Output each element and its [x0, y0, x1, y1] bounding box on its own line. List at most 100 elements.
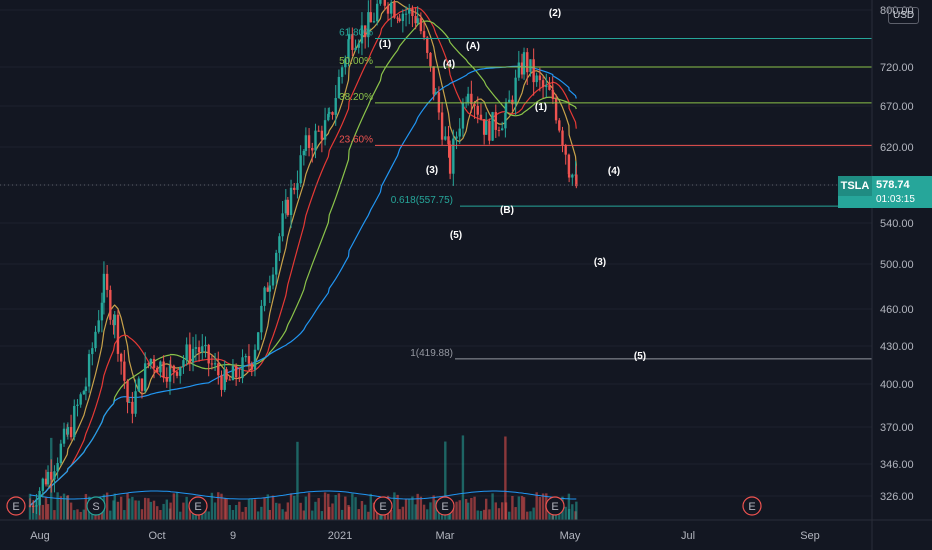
volume-bar	[76, 509, 79, 520]
volume-bar	[268, 509, 272, 520]
candle-body	[411, 8, 414, 17]
candle-body	[500, 128, 504, 131]
time-tick-label: 2021	[328, 530, 352, 542]
volume-bar	[357, 509, 360, 520]
candle-body	[204, 344, 207, 347]
candle-body	[123, 361, 126, 381]
volume-bar	[535, 492, 538, 520]
split-event-marker[interactable]	[86, 496, 106, 516]
candle-body	[35, 505, 38, 507]
volume-bar	[134, 500, 137, 520]
candle-body	[497, 129, 501, 131]
volume-bar	[473, 496, 476, 520]
earnings-event-marker[interactable]	[545, 496, 565, 516]
volume-bar	[393, 492, 396, 520]
volume-bar	[204, 506, 207, 520]
price-tick-label: 620.00	[880, 142, 914, 154]
currency-label[interactable]: USD	[888, 7, 920, 24]
volume-bar	[455, 501, 458, 520]
volume-bar	[567, 493, 571, 520]
price-tick-label: 460.00	[880, 304, 914, 316]
volume-bar	[514, 507, 517, 520]
volume-bar	[508, 511, 511, 520]
volume-bar	[112, 500, 115, 520]
earnings-event-marker[interactable]	[6, 496, 26, 516]
time-tick-label: May	[560, 530, 581, 542]
volume-bar	[575, 501, 578, 520]
volume-bar	[323, 492, 327, 520]
volume-bar	[250, 499, 253, 520]
volume-bar	[360, 501, 364, 520]
volume-bar	[169, 502, 172, 520]
candle-body	[482, 119, 486, 135]
time-axis[interactable]: Aug Oct 9 2021 Mar May Jul Sep	[0, 519, 932, 542]
volume-bar	[500, 502, 504, 520]
event-marker-letter: E	[379, 501, 386, 513]
price-tick-label: 326.00	[880, 491, 914, 503]
volume-bar	[504, 502, 508, 520]
earnings-event-marker[interactable]	[188, 496, 208, 516]
volume-bar	[289, 493, 293, 520]
candle-body	[461, 102, 465, 129]
volume-bar	[401, 506, 405, 520]
volume-bar	[520, 495, 524, 520]
candle-body	[434, 92, 437, 95]
volume-bar	[571, 504, 574, 520]
ma-mid-line	[29, 6, 577, 507]
candle-body	[328, 112, 331, 114]
volume-bar	[429, 502, 432, 520]
candle-body	[414, 16, 417, 24]
candle-body	[82, 391, 86, 395]
candle-body	[169, 364, 172, 366]
volume-bar	[123, 510, 126, 520]
candle-body	[529, 59, 532, 73]
volume-bar	[548, 508, 551, 520]
bar-countdown: 01:03:15	[876, 194, 915, 205]
volume-bar	[213, 502, 217, 520]
candle-body	[197, 347, 201, 353]
volume-bars	[28, 435, 578, 520]
volume-bar	[354, 497, 357, 520]
volume-bar	[175, 492, 179, 520]
volume-bar	[149, 501, 153, 520]
candle-body	[383, 0, 387, 6]
candle-body	[278, 236, 281, 253]
time-tick-label: Jul	[681, 530, 695, 542]
candle-body	[304, 135, 308, 151]
candle-body	[541, 80, 545, 88]
last-price: 578.74	[876, 179, 910, 191]
volume-bar	[231, 509, 235, 520]
volume-bar	[244, 507, 247, 520]
volume-bar	[73, 510, 76, 520]
volume-ma-line	[29, 490, 577, 500]
wave-label: (2)	[549, 8, 561, 19]
volume-bar	[137, 500, 140, 520]
candle-body	[217, 363, 220, 376]
candle-body	[225, 369, 228, 380]
candle-body	[126, 380, 129, 403]
candle-body	[447, 136, 450, 145]
candle-body	[437, 92, 441, 113]
candle-body	[109, 289, 112, 320]
volume-bar	[41, 504, 44, 520]
fib-label: 50.00%	[339, 56, 373, 67]
volume-bar	[466, 502, 470, 520]
volume-bar	[97, 511, 100, 520]
earnings-event-marker[interactable]	[742, 496, 762, 516]
price-axis[interactable]: 800.00720.00670.00620.00580.00540.00500.…	[871, 0, 914, 550]
volume-bar	[419, 496, 423, 520]
candle-body	[116, 314, 120, 354]
earnings-event-marker[interactable]	[435, 496, 455, 516]
volume-bar	[84, 493, 88, 520]
earnings-event-marker[interactable]	[373, 496, 393, 516]
wave-label: (3)	[426, 165, 438, 176]
candle-body	[511, 99, 514, 105]
candle-body	[535, 75, 538, 83]
price-tick-label: 540.00	[880, 218, 914, 230]
candle-body	[334, 98, 337, 115]
volume-bar	[375, 509, 379, 520]
candle-body	[426, 37, 429, 53]
ma-long-line	[29, 65, 577, 507]
